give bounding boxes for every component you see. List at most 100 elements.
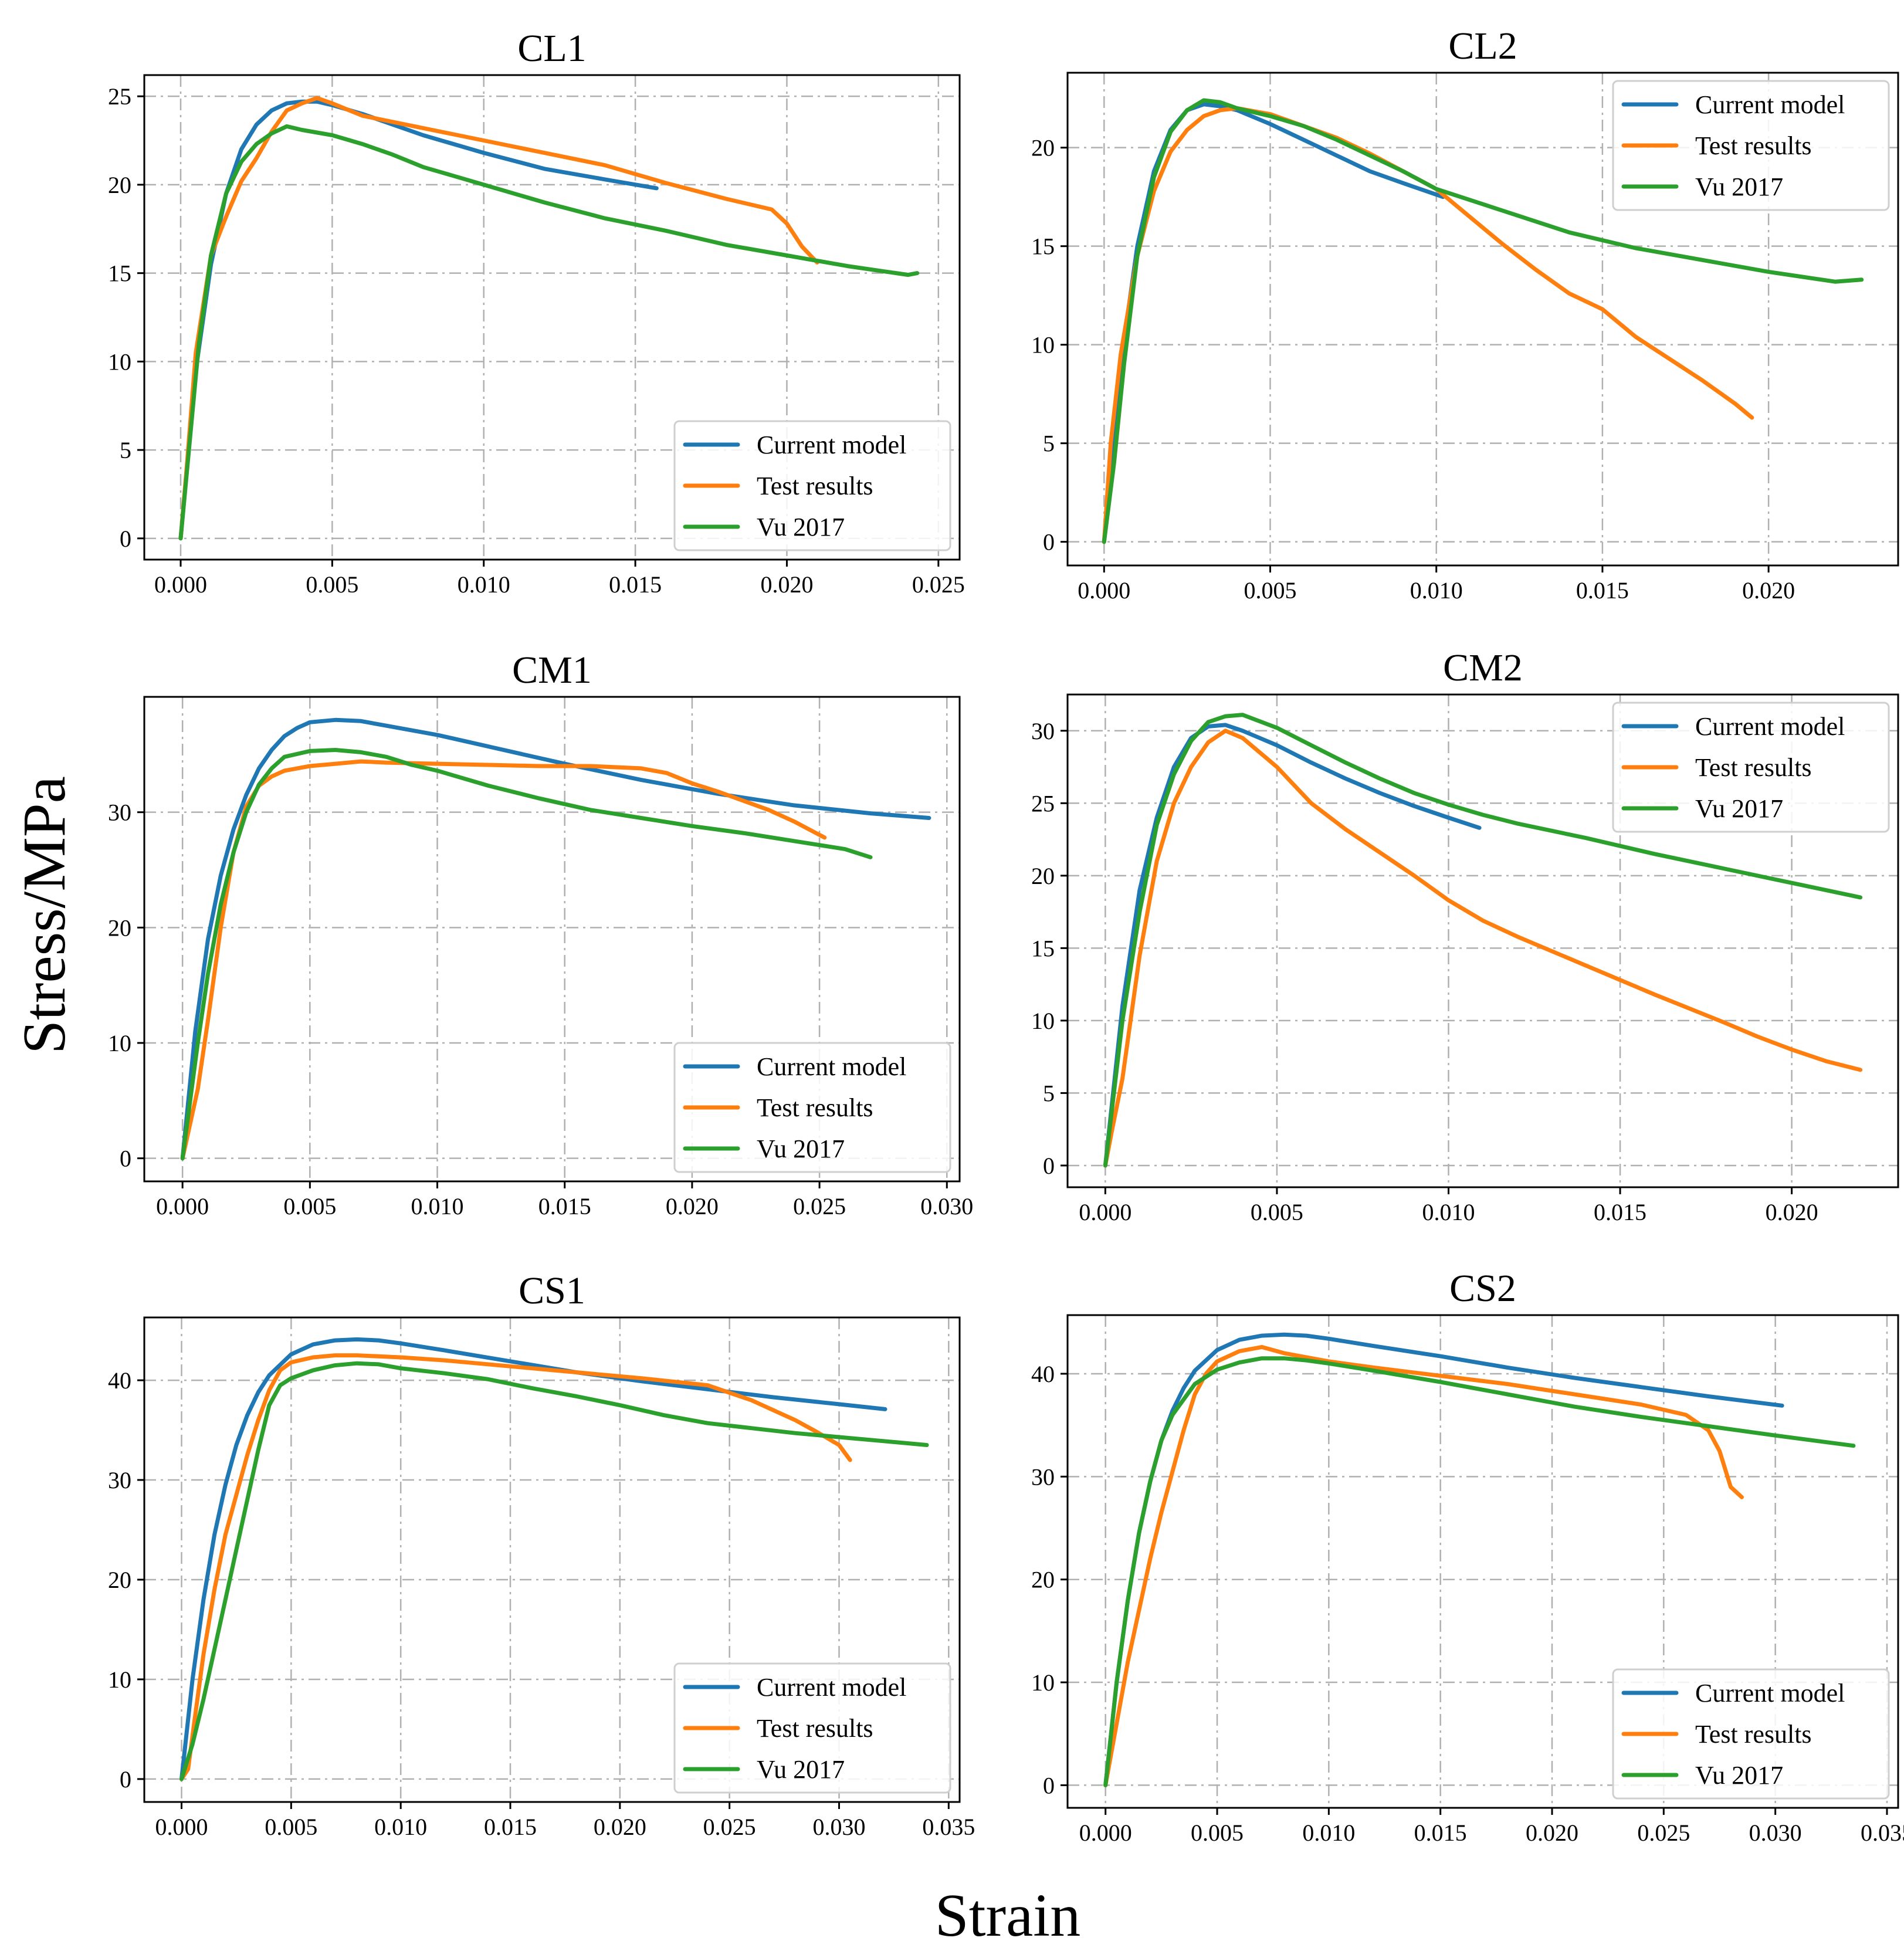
cm2-series-vu-2017 — [1103, 713, 1863, 1168]
figure-y-axis-label: Stress/MPa — [11, 776, 78, 1054]
cl2-y-tick-label: 10 — [1031, 332, 1055, 358]
cm1-x-tick-label: 0.000 — [156, 1193, 209, 1219]
cl1-legend-label-vu-2017: Vu 2017 — [757, 513, 845, 541]
cm2-y-tick-label: 20 — [1031, 863, 1055, 889]
cm1-x-tick-label: 0.030 — [920, 1193, 973, 1219]
cm2-y-tick-label: 10 — [1031, 1008, 1055, 1034]
cs1-legend-label-test-results: Test results — [757, 1714, 873, 1743]
cm2-legend-label-current-model: Current model — [1695, 712, 1845, 741]
cm1-legend: Current model Test results Vu 2017 — [673, 1042, 951, 1173]
cl1-legend: Current model Test results Vu 2017 — [673, 420, 951, 551]
figure-x-axis-label: Strain — [935, 1882, 1080, 1949]
cs1-x-tick-label: 0.005 — [265, 1814, 317, 1840]
cl1-series-vu-2017 — [178, 124, 920, 541]
cm1-y-tick-label: 10 — [108, 1030, 131, 1056]
cs2-series-vu-2017 — [1103, 1356, 1856, 1787]
cm2-title: CM2 — [1443, 646, 1523, 689]
cm1-series-test-results — [180, 759, 827, 1161]
cs1-y-tick-label: 0 — [120, 1766, 131, 1793]
cs2-y-tick-label: 0 — [1043, 1772, 1055, 1798]
cm1-y-tick-label: 0 — [120, 1146, 131, 1172]
cs1-legend: Current model Test results Vu 2017 — [673, 1662, 951, 1794]
cs1-y-tick-label: 40 — [108, 1367, 131, 1394]
cl2-legend: Current model Test results Vu 2017 — [1612, 80, 1890, 211]
cl2-y-tick-label: 0 — [1043, 529, 1055, 555]
cs2-legend: Current model Test results Vu 2017 — [1612, 1668, 1890, 1800]
cm1-x-tick-label: 0.005 — [283, 1193, 336, 1219]
cm1-plot-frame — [143, 696, 961, 1183]
cl1-x-tick-label: 0.020 — [760, 571, 813, 598]
cs2-y-tick-label: 20 — [1031, 1567, 1055, 1593]
cm1-y-tick-label: 20 — [108, 914, 131, 941]
cm1-legend-label-current-model: Current model — [757, 1052, 906, 1081]
cl2-legend-label-vu-2017: Vu 2017 — [1695, 172, 1783, 201]
cm2-y-tick-label: 15 — [1031, 935, 1055, 961]
cs1-legend-label-current-model: Current model — [757, 1673, 906, 1702]
cs1-y-tick-label: 10 — [108, 1666, 131, 1693]
cs1-y-tick-label: 20 — [108, 1567, 131, 1593]
cm2-x-tick-label: 0.020 — [1766, 1199, 1818, 1225]
cm2-legend-label-vu-2017: Vu 2017 — [1695, 794, 1783, 823]
cm2-x-tick-label: 0.015 — [1594, 1199, 1646, 1225]
cm1-y-tick-label: 30 — [108, 800, 131, 826]
cl1-y-tick-label: 5 — [120, 437, 131, 463]
panel-cs1: 0.000 0.005 0.010 0.015 0.020 0.025 0.030 0.035… — [108, 1269, 975, 1840]
cm1-x-tick-label: 0.015 — [538, 1193, 591, 1219]
cl1-plot-frame — [143, 74, 961, 561]
cl2-x-tick-label: 0.005 — [1244, 577, 1297, 604]
cs2-x-tick-label: 0.020 — [1526, 1820, 1578, 1846]
cm1-legend-box — [673, 1042, 951, 1173]
cm2-y-tick-label: 30 — [1031, 718, 1055, 744]
cs2-x-tick-label: 0.000 — [1079, 1820, 1132, 1846]
cl2-x-tick-label: 0.000 — [1078, 577, 1130, 604]
cm1-series-vu-2017 — [180, 748, 873, 1161]
cm1-series-current-model — [180, 717, 931, 1161]
cl2-legend-label-test-results: Test results — [1695, 131, 1812, 160]
cm2-x-tick-label: 0.000 — [1079, 1199, 1131, 1225]
cs2-legend-label-test-results: Test results — [1695, 1720, 1812, 1749]
cs1-series-vu-2017 — [179, 1361, 929, 1781]
cs2-legend-box — [1612, 1668, 1890, 1800]
cl2-title: CL2 — [1448, 25, 1517, 67]
cl2-x-tick-label: 0.010 — [1410, 577, 1463, 604]
cs1-series-test-results — [179, 1353, 852, 1781]
cs2-x-tick-label: 0.005 — [1191, 1820, 1244, 1846]
cm2-legend: Current model Test results Vu 2017 — [1612, 702, 1890, 833]
cl1-x-tick-label: 0.000 — [154, 571, 207, 598]
cs2-title: CS2 — [1449, 1267, 1516, 1310]
cm1-x-tick-label: 0.020 — [666, 1193, 719, 1219]
panel-cm2: 0.000 0.005 0.010 0.015 0.020 0 5 10 15 20 25 30 CM2… — [1031, 646, 1899, 1225]
cs2-x-tick-label: 0.030 — [1749, 1820, 1802, 1846]
cl2-series-vu-2017 — [1102, 98, 1864, 544]
cl1-y-tick-label: 15 — [108, 260, 131, 287]
cl1-legend-box — [673, 420, 951, 551]
cs1-x-tick-label: 0.015 — [484, 1814, 537, 1840]
cl1-legend-label-current-model: Current model — [757, 431, 906, 459]
cs1-y-tick-label: 30 — [108, 1467, 131, 1493]
cl1-series-test-results — [178, 96, 819, 541]
cl2-plot-frame — [1066, 72, 1899, 567]
cs2-series-test-results — [1103, 1344, 1744, 1787]
cl1-title: CL1 — [517, 27, 586, 70]
cm2-x-tick-label: 0.010 — [1422, 1199, 1475, 1225]
cl1-x-tick-label: 0.010 — [458, 571, 510, 598]
cs2-y-tick-label: 40 — [1031, 1361, 1055, 1387]
cm2-x-tick-label: 0.005 — [1251, 1199, 1303, 1225]
cl1-x-tick-label: 0.025 — [912, 571, 965, 598]
cl1-y-tick-label: 25 — [108, 83, 131, 110]
cs1-x-tick-label: 0.025 — [703, 1814, 756, 1840]
cs1-x-tick-label: 0.030 — [812, 1814, 865, 1840]
cl2-legend-label-current-model: Current model — [1695, 90, 1845, 119]
cm2-series-current-model — [1103, 723, 1482, 1168]
cm2-legend-box — [1612, 702, 1890, 833]
cm2-y-tick-label: 0 — [1043, 1153, 1055, 1179]
cm2-legend-label-test-results: Test results — [1695, 753, 1812, 782]
cm1-legend-label-test-results: Test results — [757, 1093, 873, 1122]
cm1-legend-label-vu-2017: Vu 2017 — [757, 1134, 845, 1163]
cs1-series-current-model — [179, 1337, 887, 1781]
cl2-y-tick-label: 5 — [1043, 431, 1055, 457]
cl2-legend-box — [1612, 80, 1890, 211]
cm1-title: CM1 — [512, 649, 592, 692]
cs1-x-tick-label: 0.020 — [594, 1814, 646, 1840]
